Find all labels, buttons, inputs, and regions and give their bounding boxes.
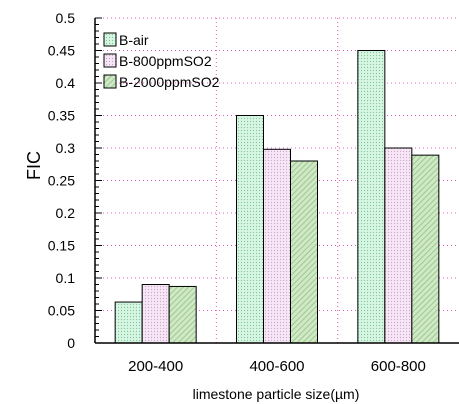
x-category-label: 600-800 [371,358,426,375]
legend-swatch-3 [103,74,117,89]
y-axis-label: FIC [24,151,44,180]
y-tick-label: 0.1 [56,270,76,286]
legend-label-1: B-air [119,32,149,48]
legend-label-3: B-2000ppmSO2 [119,74,220,90]
legend-label-2: B-800ppmSO2 [119,53,212,69]
y-tick-label: 0.05 [48,303,75,319]
axes-group [94,17,459,344]
y-tick-label: 0 [67,335,75,351]
bar-3-2 [290,160,318,344]
y-tick-label: 0.15 [48,238,75,254]
x-category-label: 400-600 [249,358,304,375]
bar-1-1 [114,301,143,344]
bar-3-1 [168,285,197,344]
x-category-labels: 200-400 400-600 600-800 [128,358,426,375]
legend-swatch-2 [103,53,117,68]
bar-1-2 [236,115,264,344]
x-category-label: 200-400 [128,358,183,375]
bar-1-3 [357,50,386,344]
bar-2-3 [384,147,413,344]
x-axis-label: limestone particle size(µm) [193,386,360,402]
bars-group [114,50,440,344]
y-tick-label: 0.35 [48,108,75,124]
y-tick-label: 0.25 [48,173,75,189]
y-tick-label: 0.4 [56,75,76,91]
y-tick-label: 0.3 [56,140,76,156]
bar-3-3 [411,154,440,344]
legend-swatch-1 [103,32,117,47]
bar-2-2 [263,148,291,344]
y-tick-label: 0.45 [48,43,75,59]
y-tick-labels: 0 0.05 0.1 0.15 0.2 0.25 0.3 0.35 0.4 0.45 0.5 [48,10,75,351]
y-tick-label: 0.5 [56,10,76,26]
y-tick-label: 0.2 [56,205,76,221]
bar-2-1 [141,284,170,344]
legend: B-air B-800ppmSO2 B-2000ppmSO2 [103,32,220,90]
